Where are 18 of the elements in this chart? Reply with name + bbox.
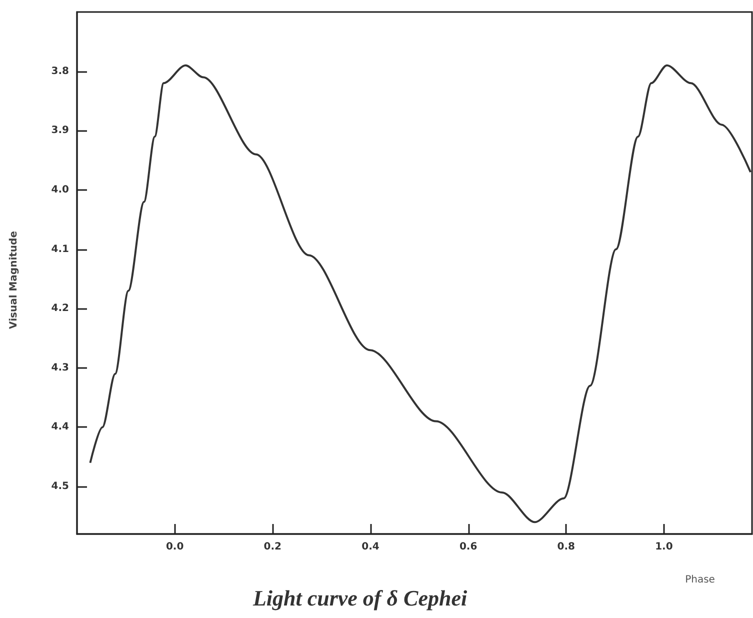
x-tick-label: 0.0 (166, 542, 184, 552)
text: Light curve of δ Cephei (252, 586, 468, 610)
x-tick-label: 0.8 (557, 542, 576, 552)
y-tick-label: 3.8 (51, 66, 70, 77)
y-tick-label: 4.4 (51, 422, 70, 433)
y-tick-label: 4.3 (51, 362, 70, 374)
y-tick-label: 4.0 (51, 184, 70, 196)
x-tick-label: 1.0 (655, 542, 673, 552)
y-axis-title: Visual Magnitude (8, 230, 20, 329)
line-series (89, 64, 752, 524)
x-tick-label: 0.2 (264, 542, 282, 552)
y-tick-label: 3.9 (51, 125, 70, 136)
x-tick-label: 0.4 (362, 542, 380, 552)
y-tick-label: 4.5 (51, 481, 70, 492)
x-axis-title: Phase (685, 574, 715, 586)
y-tick-label: 4.1 (51, 244, 70, 255)
x-tick-label: 0.6 (459, 542, 478, 552)
y-tick-label: 4.2 (51, 303, 70, 314)
